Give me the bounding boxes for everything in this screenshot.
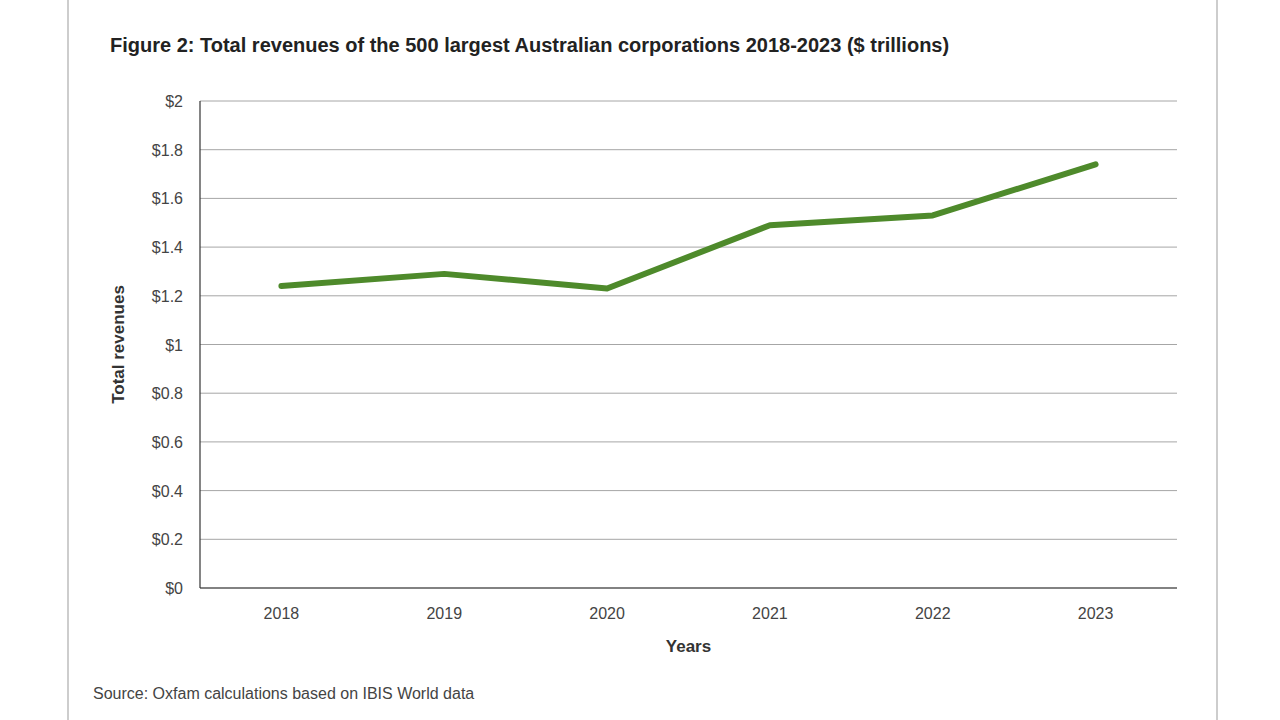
grid-line <box>200 149 1177 150</box>
y-tick-label: $0.8 <box>152 385 183 402</box>
chart: Figure 2: Total revenues of the 500 larg… <box>0 0 1280 720</box>
frame-right <box>1216 0 1218 720</box>
grid-line <box>200 247 1177 248</box>
grid-line <box>200 539 1177 540</box>
x-tick-label: 2020 <box>589 605 625 622</box>
y-axis-title: Total revenues <box>109 285 128 404</box>
y-tick-label: $0 <box>165 580 183 597</box>
y-tick-label: $0.6 <box>152 434 183 451</box>
x-axis <box>200 587 1177 588</box>
y-axis <box>199 101 200 588</box>
grid-line <box>200 344 1177 345</box>
y-tick-label: $0.4 <box>152 483 183 500</box>
x-tick-label: 2023 <box>1078 605 1114 622</box>
revenue-line <box>281 164 1095 288</box>
x-tick-label: 2018 <box>264 605 300 622</box>
x-axis-title: Years <box>666 637 711 656</box>
x-tick-label: 2021 <box>752 605 788 622</box>
source: Source: Oxfam calculations based on IBIS… <box>93 685 474 702</box>
y-tick-label: $0.2 <box>152 531 183 548</box>
grid-line <box>200 393 1177 394</box>
x-tick-label: 2019 <box>426 605 462 622</box>
y-tick-label: $1.8 <box>152 142 183 159</box>
y-tick-label: $1.6 <box>152 190 183 207</box>
grid-line <box>200 588 1177 589</box>
frame-left <box>67 0 69 720</box>
plot-area <box>281 164 1095 288</box>
y-tick-label: $1.2 <box>152 288 183 305</box>
x-tick-label: 2022 <box>915 605 951 622</box>
y-tick-label: $1.4 <box>152 239 183 256</box>
grid-line <box>200 441 1177 442</box>
y-tick-label: $2 <box>165 93 183 110</box>
grid-line <box>200 295 1177 296</box>
grid-line <box>200 101 1177 102</box>
y-tick-label: $1 <box>165 337 183 354</box>
grid-line <box>200 198 1177 199</box>
grid-line <box>200 490 1177 491</box>
title: Figure 2: Total revenues of the 500 larg… <box>110 34 949 56</box>
